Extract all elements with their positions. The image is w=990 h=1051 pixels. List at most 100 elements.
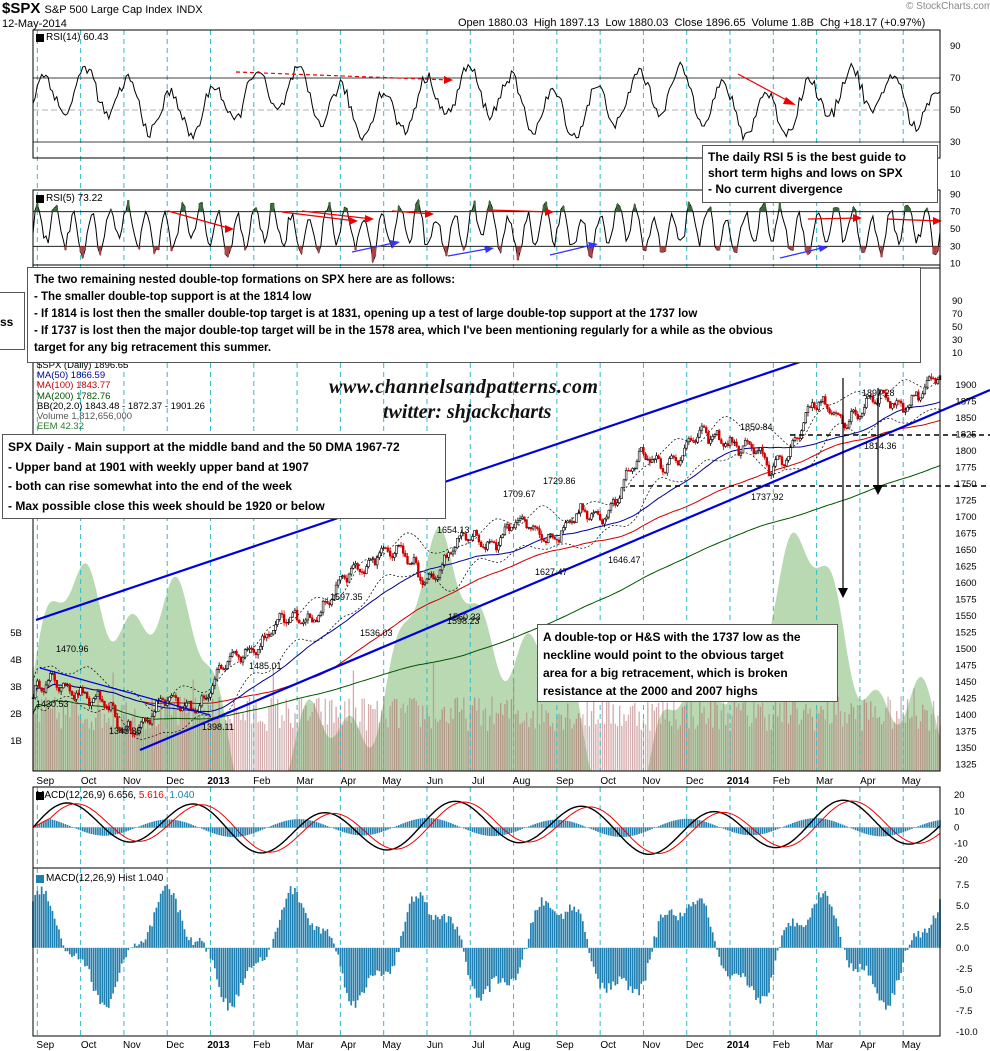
candle-body <box>369 559 372 561</box>
volume-bar <box>705 723 707 771</box>
candle-body <box>631 468 634 472</box>
volume-bar <box>653 710 655 771</box>
candle-body <box>702 425 706 428</box>
candle-body <box>330 599 333 606</box>
candle-body <box>202 695 206 699</box>
candle-body <box>129 720 132 731</box>
candle-body <box>133 733 136 736</box>
candle-body <box>542 539 546 542</box>
candle-body <box>226 661 230 669</box>
volume-bar <box>337 717 339 771</box>
volume-bar <box>266 730 268 771</box>
hist-tick-label: 5.0 <box>956 901 969 912</box>
candle-body <box>298 619 301 624</box>
candle-body <box>607 509 611 518</box>
volume-bar <box>816 710 818 771</box>
x-axis-label: May <box>902 776 921 787</box>
volume-bar <box>638 711 640 771</box>
volume-bar <box>796 708 798 771</box>
candle-body <box>640 447 643 452</box>
rsi14-divergence-line-2 <box>737 73 793 104</box>
legend-volume: Volume 1,812,656,000 <box>37 411 133 423</box>
candle-body <box>434 578 437 581</box>
volume-bar <box>876 718 878 771</box>
volume-bar <box>34 713 36 771</box>
volume-bar <box>136 728 138 771</box>
volume-bar <box>790 714 792 771</box>
candle-body <box>148 720 152 725</box>
volume-bar <box>887 696 889 771</box>
candle-body <box>646 458 649 461</box>
volume-bar <box>71 700 73 771</box>
candle-body <box>122 729 126 732</box>
volume-bar <box>73 704 75 771</box>
volume-bar <box>623 714 625 771</box>
volume-bar <box>777 716 779 771</box>
candle-body <box>174 695 178 698</box>
volume-bar <box>97 697 99 771</box>
x-axis-label: Apr <box>860 776 876 787</box>
candle-body <box>88 697 91 707</box>
volume-bar <box>121 704 123 771</box>
candle-body <box>200 695 204 707</box>
volume-bar <box>839 710 842 771</box>
volume-bar <box>614 723 616 771</box>
x-axis-label: 2013 <box>207 1040 230 1051</box>
volume-bar <box>363 698 365 771</box>
candle-body <box>637 450 641 462</box>
candle-body <box>642 447 645 455</box>
volume-bar <box>352 670 355 771</box>
double-top-note: The two remaining nested double-top form… <box>27 267 921 363</box>
candle-body <box>62 682 65 689</box>
candle-body <box>603 518 606 525</box>
volume-bar <box>575 718 578 771</box>
obscured-panel-tick-label: 50 <box>952 322 963 333</box>
candle-body <box>934 378 937 384</box>
candle-body <box>501 534 504 538</box>
candle-body <box>438 569 442 578</box>
candle-body <box>499 537 502 546</box>
rsi5-red-arrow <box>887 218 941 222</box>
volume-bar <box>428 716 430 771</box>
candle-body <box>274 624 277 631</box>
volume-tick-label: 4B <box>10 655 22 666</box>
volume-bar <box>365 730 368 771</box>
x-axis-label: Apr <box>341 776 357 787</box>
candle-body <box>692 440 695 442</box>
volume-bar <box>60 728 62 771</box>
volume-bar <box>248 697 251 771</box>
volume-bar <box>134 708 136 771</box>
candle-body <box>521 516 524 519</box>
volume-bar <box>190 725 192 771</box>
volume-bar <box>51 708 54 771</box>
rsi5-tick-label: 10 <box>950 259 961 270</box>
volume-bar <box>571 728 573 771</box>
candle-body <box>243 649 247 658</box>
volume-bar <box>396 699 398 771</box>
candle-body <box>334 584 338 596</box>
candle-body <box>187 701 191 704</box>
volume-bar <box>199 714 201 771</box>
volume-bar <box>660 723 662 771</box>
price-tick-label: 1750 <box>955 479 976 490</box>
volume-bar <box>344 701 346 771</box>
candle-body <box>722 443 725 447</box>
spx-daily-line-3: - both can rise somewhat into the end of… <box>8 479 293 493</box>
candle-body <box>397 545 401 547</box>
volume-bar <box>400 708 402 771</box>
candle-body <box>843 422 846 429</box>
volume-bar <box>218 697 220 771</box>
volume-bar <box>759 706 762 771</box>
candle-body <box>254 652 258 656</box>
candle-body <box>759 447 762 451</box>
volume-bar <box>822 709 824 771</box>
volume-bar <box>186 713 188 771</box>
volume-bar <box>926 710 928 771</box>
volume-bar <box>261 721 264 771</box>
candle-body <box>685 441 688 449</box>
side-note-text: ss <box>0 315 14 329</box>
symbol-header: $SPX S&P 500 Large Cap Index INDX <box>2 0 203 17</box>
volume-bar <box>220 723 223 771</box>
candle-body <box>715 430 719 435</box>
volume-tick-label: 1B <box>10 736 22 747</box>
